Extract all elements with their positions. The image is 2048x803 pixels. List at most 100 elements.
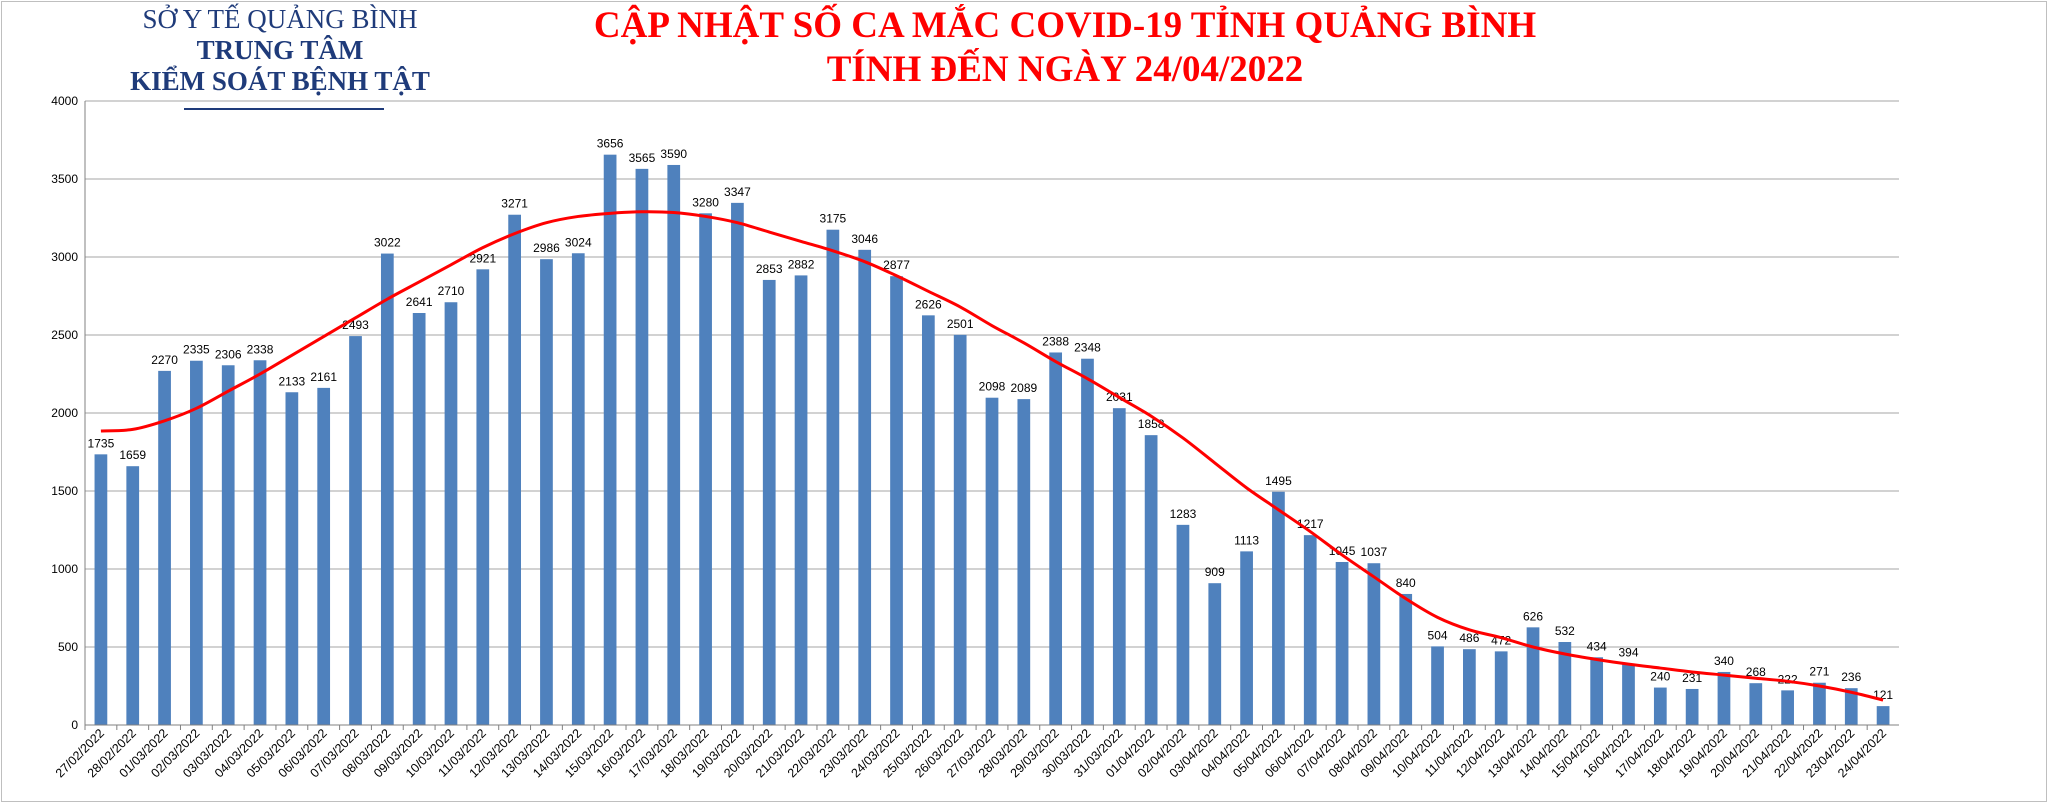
data-label: 340 <box>1714 654 1734 668</box>
y-tick-label: 500 <box>58 640 78 654</box>
bar <box>126 466 140 725</box>
data-label: 1045 <box>1329 544 1356 558</box>
data-label: 2710 <box>438 284 465 298</box>
data-label: 2270 <box>151 353 178 367</box>
data-label: 2133 <box>279 374 306 388</box>
y-tick-label: 3000 <box>51 250 78 264</box>
y-tick-label: 3500 <box>51 172 78 186</box>
bar <box>1494 651 1508 725</box>
bar <box>603 154 617 725</box>
bar <box>317 387 331 725</box>
chart-title: CẬP NHẬT SỐ CA MẮC COVID-19 TỈNH QUẢNG B… <box>560 4 1570 93</box>
bar <box>571 253 585 726</box>
data-label: 1037 <box>1361 545 1388 559</box>
data-label: 2161 <box>310 370 337 384</box>
data-label: 2089 <box>1010 381 1037 395</box>
data-label: 271 <box>1809 665 1829 679</box>
x-axis: 27/02/202228/02/202201/03/202202/03/2022… <box>53 724 1899 780</box>
bar <box>1176 524 1190 725</box>
bar <box>1272 491 1285 725</box>
data-label: 2853 <box>756 262 783 276</box>
bar <box>540 259 553 725</box>
bar <box>1367 563 1381 725</box>
trendline-curve <box>100 210 1884 702</box>
bar <box>1112 408 1126 725</box>
data-label: 3590 <box>660 147 687 161</box>
bar <box>890 276 903 725</box>
org-center: TRUNG TÂM <box>196 35 364 66</box>
data-label: 240 <box>1650 670 1670 684</box>
bar <box>253 360 267 725</box>
y-tick-label: 0 <box>71 718 78 732</box>
data-label: 1113 <box>1234 533 1259 547</box>
org-name: KIỂM SOÁT BỆNH TẬT <box>130 66 430 97</box>
bar <box>1335 561 1349 725</box>
data-label: 3024 <box>565 235 592 249</box>
y-axis: 0 500 1000 1500 2000 2500 3000 3500 4000 <box>51 94 86 732</box>
y-tick-label: 1500 <box>51 484 78 498</box>
bar <box>1685 688 1699 725</box>
data-label: 3565 <box>629 151 656 165</box>
data-label: 3046 <box>851 232 878 246</box>
bar <box>1399 593 1413 725</box>
data-label: 2348 <box>1074 341 1101 355</box>
data-label: 2338 <box>247 342 274 356</box>
bar <box>1653 687 1667 725</box>
data-label: 236 <box>1841 670 1861 684</box>
data-label: 1283 <box>1170 507 1197 521</box>
data-label: 2335 <box>183 343 210 357</box>
bar <box>1049 352 1063 725</box>
data-label: 840 <box>1396 576 1416 590</box>
bar <box>285 392 299 725</box>
data-label: 626 <box>1523 609 1543 623</box>
data-label: 231 <box>1682 671 1702 685</box>
data-label: 504 <box>1428 628 1448 642</box>
bar <box>1240 551 1253 725</box>
data-label: 1735 <box>88 436 115 450</box>
y-tick-label: 2000 <box>51 406 78 420</box>
bar <box>1526 627 1540 725</box>
data-label: 1659 <box>119 448 146 462</box>
org-underline <box>184 108 384 110</box>
data-label: 3347 <box>724 185 751 199</box>
bar <box>921 315 935 725</box>
bar <box>1813 682 1826 725</box>
data-label: 909 <box>1205 565 1225 579</box>
bar <box>826 229 840 725</box>
bar <box>1876 706 1890 725</box>
data-label: 121 <box>1873 688 1893 702</box>
bar <box>1622 663 1635 725</box>
data-label: 2388 <box>1042 334 1069 348</box>
bar <box>1844 688 1858 725</box>
bar <box>985 397 999 725</box>
bar <box>1717 671 1731 725</box>
data-label: 2877 <box>883 258 910 272</box>
bar <box>508 214 521 725</box>
bar <box>1208 583 1222 725</box>
data-label: 2306 <box>215 347 242 361</box>
data-label: 2641 <box>406 295 433 309</box>
bar <box>1431 646 1444 725</box>
bar <box>221 365 235 725</box>
bar <box>667 164 681 725</box>
data-label: 2493 <box>342 318 369 332</box>
org-department: SỞ Y TẾ QUẢNG BÌNH <box>142 4 418 34</box>
bar <box>1749 683 1763 725</box>
bar <box>794 275 808 725</box>
data-label: 1495 <box>1265 474 1292 488</box>
bar <box>380 253 394 725</box>
bar <box>444 302 458 725</box>
bar <box>1463 649 1476 725</box>
chart-title-line1: CẬP NHẬT SỐ CA MẮC COVID-19 TỈNH QUẢNG B… <box>593 5 1537 46</box>
bar <box>858 249 872 725</box>
bar <box>635 168 649 726</box>
y-tick-label: 2500 <box>51 328 78 342</box>
bar <box>349 336 362 725</box>
chart-title-line2: TÍNH ĐẾN NGÀY 24/04/2022 <box>826 49 1304 91</box>
bars <box>94 154 1890 726</box>
bar <box>731 202 744 726</box>
bar <box>699 213 712 725</box>
bar <box>1017 399 1031 725</box>
